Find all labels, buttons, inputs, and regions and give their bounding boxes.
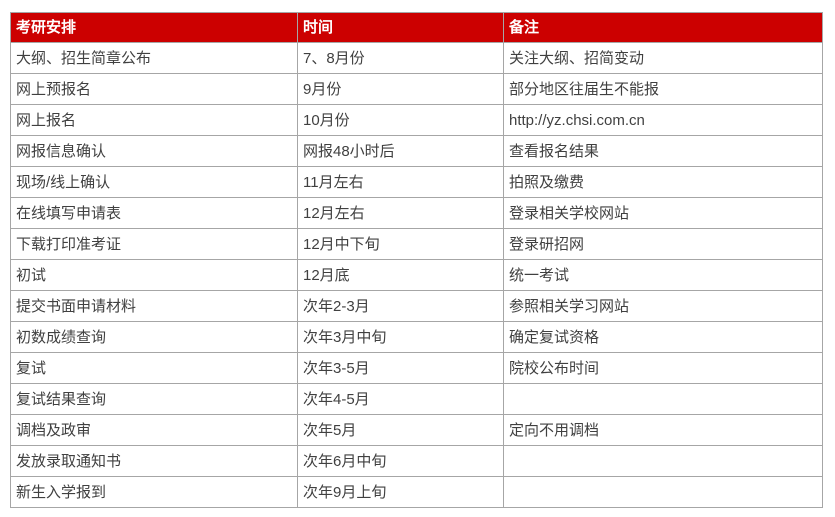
task-cell: 提交书面申请材料 (10, 290, 298, 322)
task-cell: 下载打印准考证 (10, 228, 298, 260)
time-cell: 次年2-3月 (297, 290, 504, 322)
time-cell: 次年4-5月 (297, 383, 504, 415)
table-row: 在线填写申请表 12月左右 登录相关学校网站 (10, 197, 823, 229)
time-cell: 次年9月上旬 (297, 476, 504, 508)
task-cell: 调档及政审 (10, 414, 298, 446)
time-cell: 次年3月中旬 (297, 321, 504, 353)
task-cell: 初试 (10, 259, 298, 291)
task-cell: 在线填写申请表 (10, 197, 298, 229)
note-cell: 部分地区往届生不能报 (503, 73, 823, 105)
task-cell: 现场/线上确认 (10, 166, 298, 198)
time-cell: 次年6月中旬 (297, 445, 504, 477)
table-row: 网报信息确认 网报48小时后 查看报名结果 (10, 135, 823, 167)
column-header-task: 考研安排 (10, 12, 298, 43)
table-header-row: 考研安排 时间 备注 (10, 12, 823, 43)
note-cell: 拍照及缴费 (503, 166, 823, 198)
time-cell: 网报48小时后 (297, 135, 504, 167)
table-row: 调档及政审 次年5月 定向不用调档 (10, 414, 823, 446)
note-cell: 统一考试 (503, 259, 823, 291)
table-row: 新生入学报到 次年9月上旬 (10, 476, 823, 508)
time-cell: 11月左右 (297, 166, 504, 198)
note-cell: 院校公布时间 (503, 352, 823, 384)
table-row: 现场/线上确认 11月左右 拍照及缴费 (10, 166, 823, 198)
time-cell: 7、8月份 (297, 42, 504, 74)
column-header-note: 备注 (503, 12, 823, 43)
schedule-table-container: 考研安排 时间 备注 大纲、招生简章公布 7、8月份 关注大纲、招简变动 网上预报名 9… (10, 12, 823, 508)
note-cell: 定向不用调档 (503, 414, 823, 446)
note-cell (503, 383, 823, 415)
time-cell: 次年3-5月 (297, 352, 504, 384)
table-row: 网上报名 10月份 http://yz.chsi.com.cn (10, 104, 823, 136)
task-cell: 复试 (10, 352, 298, 384)
time-cell: 次年5月 (297, 414, 504, 446)
table-row: 复试 次年3-5月 院校公布时间 (10, 352, 823, 384)
table-row: 初试 12月底 统一考试 (10, 259, 823, 291)
time-cell: 12月底 (297, 259, 504, 291)
task-cell: 大纲、招生简章公布 (10, 42, 298, 74)
table-body: 大纲、招生简章公布 7、8月份 关注大纲、招简变动 网上预报名 9月份 部分地区往届生不能… (10, 42, 823, 508)
note-cell: 关注大纲、招简变动 (503, 42, 823, 74)
task-cell: 网上报名 (10, 104, 298, 136)
note-cell: 登录相关学校网站 (503, 197, 823, 229)
table-row: 复试结果查询 次年4-5月 (10, 383, 823, 415)
task-cell: 发放录取通知书 (10, 445, 298, 477)
table-row: 初数成绩查询 次年3月中旬 确定复试资格 (10, 321, 823, 353)
note-cell: 登录研招网 (503, 228, 823, 260)
note-cell: http://yz.chsi.com.cn (503, 104, 823, 136)
time-cell: 10月份 (297, 104, 504, 136)
task-cell: 初数成绩查询 (10, 321, 298, 353)
task-cell: 新生入学报到 (10, 476, 298, 508)
kaoyan-schedule-table: 考研安排 时间 备注 大纲、招生简章公布 7、8月份 关注大纲、招简变动 网上预报名 9… (10, 12, 823, 508)
time-cell: 12月左右 (297, 197, 504, 229)
table-row: 提交书面申请材料 次年2-3月 参照相关学习网站 (10, 290, 823, 322)
time-cell: 9月份 (297, 73, 504, 105)
time-cell: 12月中下旬 (297, 228, 504, 260)
table-row: 发放录取通知书 次年6月中旬 (10, 445, 823, 477)
note-cell (503, 476, 823, 508)
task-cell: 复试结果查询 (10, 383, 298, 415)
table-row: 大纲、招生简章公布 7、8月份 关注大纲、招简变动 (10, 42, 823, 74)
task-cell: 网报信息确认 (10, 135, 298, 167)
column-header-time: 时间 (297, 12, 504, 43)
note-cell: 查看报名结果 (503, 135, 823, 167)
note-cell: 参照相关学习网站 (503, 290, 823, 322)
table-row: 下载打印准考证 12月中下旬 登录研招网 (10, 228, 823, 260)
note-cell (503, 445, 823, 477)
task-cell: 网上预报名 (10, 73, 298, 105)
table-row: 网上预报名 9月份 部分地区往届生不能报 (10, 73, 823, 105)
note-cell: 确定复试资格 (503, 321, 823, 353)
